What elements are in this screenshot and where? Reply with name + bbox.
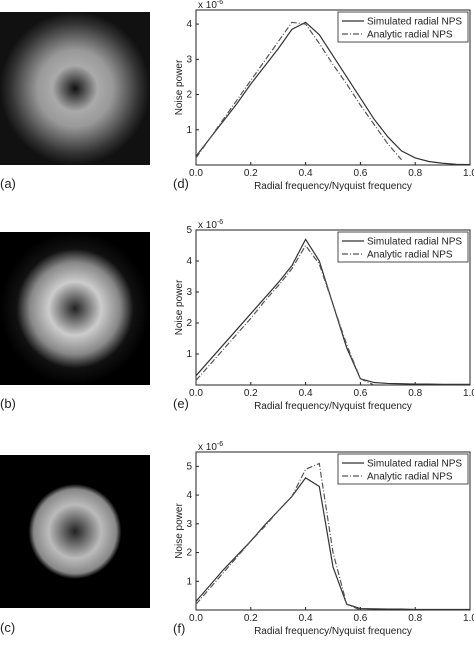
series-line [195,21,471,166]
y-multiplier-exponent: -6 [217,219,223,226]
y-tick-label: 3 [186,519,192,530]
legend-label: Analytic radial NPS [367,250,453,261]
panel-labels: (a) (b) (c) [0,176,16,635]
y-multiplier: x 10-6 [198,219,223,231]
x-tick-label: 0.2 [244,388,258,399]
image [0,455,150,608]
legend [337,11,469,43]
x-tick-label: 0.8 [408,613,422,624]
legend-label: Simulated radial NPS [367,459,462,470]
y-multiplier: x 10-6 [198,441,223,453]
panel-label: (c) [0,620,15,635]
x-tick-label: 0.0 [189,168,203,179]
x-tick-label: 0.6 [353,613,367,624]
y-tick-label: 1 [186,576,192,587]
legend-label: Simulated radial NPS [367,237,462,248]
legend-label: Analytic radial NPS [367,30,453,41]
panel-label: (f) [173,621,185,636]
x-axis-label: Radial frequency/Nyquist frequency [254,181,412,192]
y-multiplier-base: x 10 [198,442,217,453]
x-tick-label: 0.4 [299,168,313,179]
series-line [195,21,402,161]
image [0,12,150,165]
x-tick-label: 0.0 [189,388,203,399]
legend [337,231,469,263]
y-multiplier-base: x 10 [198,220,217,231]
x-tick-label: 0.4 [299,388,313,399]
x-tick-label: 1.0 [463,168,474,179]
y-tick-label: 2 [186,90,192,101]
y-tick-label: 2 [186,548,192,559]
x-tick-label: 0.2 [244,613,258,624]
y-multiplier-exponent: -6 [217,441,223,448]
series-line [195,244,375,386]
y-multiplier: x 10-6 [198,0,223,11]
image [0,232,150,385]
x-tick-label: 0.0 [189,613,203,624]
y-multiplier-base: x 10 [198,0,217,11]
x-tick-label: 0.8 [408,168,422,179]
series-line [195,462,361,611]
x-tick-label: 0.6 [353,168,367,179]
legend-label: Analytic radial NPS [367,472,453,483]
y-tick-label: 4 [186,490,192,501]
x-axis-label: Radial frequency/Nyquist frequency [254,401,412,412]
x-tick-label: 0.6 [353,388,367,399]
y-tick-label: 1 [186,125,192,136]
y-axis-label: Noise power [174,59,185,115]
x-tick-label: 0.4 [299,613,313,624]
y-tick-label: 5 [186,461,192,472]
legend-label: Simulated radial NPS [367,17,462,28]
panel-label: (a) [0,176,16,191]
y-tick-label: 1 [186,349,192,360]
x-tick-label: 1.0 [463,613,474,624]
panel-label: (b) [0,396,16,411]
y-axis-label: Noise power [174,279,185,335]
y-tick-label: 4 [186,19,192,30]
x-tick-label: 1.0 [463,388,474,399]
x-tick-label: 0.2 [244,168,258,179]
panel-label: (d) [173,176,189,191]
legend [337,453,469,485]
y-tick-label: 3 [186,54,192,65]
y-tick-label: 4 [186,256,192,267]
x-axis-label: Radial frequency/Nyquist frequency [254,626,412,637]
y-multiplier-exponent: -6 [217,0,223,6]
y-tick-label: 5 [186,225,192,236]
series-line [195,477,470,611]
x-tick-label: 0.8 [408,388,422,399]
y-tick-label: 3 [186,287,192,298]
y-axis-label: Noise power [174,503,185,559]
y-tick-label: 2 [186,318,192,329]
panel-label: (e) [173,396,189,411]
